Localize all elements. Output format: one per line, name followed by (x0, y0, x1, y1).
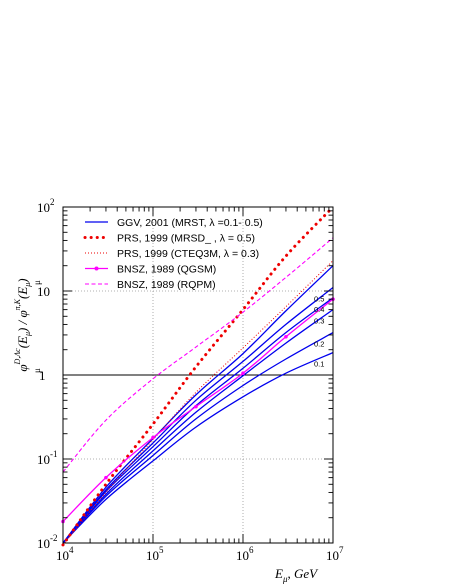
y-tick-label: 102 (37, 197, 55, 215)
series-1-curve-0 (61, 205, 335, 547)
x-tick-label: 107 (326, 545, 344, 563)
x-axis-title-unit: , (287, 566, 294, 581)
y-tick-label-exp: -1 (50, 449, 58, 459)
legend-label-4: BNSZ, 1989 (RQPM) (117, 279, 216, 291)
x-tick-label-exp: 7 (339, 545, 344, 555)
x-tick-label-base: 10 (236, 548, 249, 563)
y-axis-title-slash: / φ (15, 310, 30, 327)
y-axis-title-mu-sub: μ (32, 368, 42, 373)
series-3-point (151, 435, 155, 440)
curve-label-0.3: 0.3 (314, 317, 324, 326)
x-axis-title: Eμ, GeV (274, 566, 319, 584)
curve-labels: 0.1 0.2 0.3 0.40.5 (314, 295, 324, 369)
legend-label-0: GGV, 2001 (MRST, λ =0.1- 0.5) (117, 217, 263, 229)
y-axis-title-arg1: (E (15, 336, 30, 348)
series-3-point (241, 371, 245, 376)
series-0-curve-1 (62, 332, 334, 544)
curve-label-0.4: 0.4 (314, 305, 324, 314)
y-tick-label-base: 10 (37, 284, 50, 299)
y-tick-label-exp: 2 (50, 197, 55, 207)
y-tick-label-base: 10 (37, 536, 50, 551)
series-0-curve-3 (62, 297, 334, 544)
y-tick-label: 10-1 (37, 449, 58, 467)
x-tick-label: 106 (236, 545, 254, 563)
x-axis-title-sub: μ (282, 574, 288, 584)
curve-label-0.5: 0.5 (314, 295, 324, 304)
y-tick-label-exp: -2 (50, 533, 58, 543)
x-tick-label-exp: 5 (159, 545, 164, 555)
y-axis-title-mu-sub2: μ (32, 280, 42, 285)
series-0-curve-0 (62, 352, 334, 544)
x-axis-title-gev: GeV (294, 566, 319, 581)
y-tick-label: 10-2 (37, 533, 58, 551)
y-axis-title-close1: ) (15, 328, 30, 333)
y-axis-title-phi1: φ (15, 364, 30, 371)
curve-label-0.2: 0.2 (314, 340, 324, 349)
x-tick-label-base: 10 (326, 548, 339, 563)
curve-label-0.1: 0.1 (314, 360, 324, 369)
series-group (61, 205, 335, 547)
legend-label-2: PRS, 1999 (CTEQ3M, λ = 0.3) (117, 248, 259, 260)
series-0-curve-2 (62, 309, 334, 544)
tick-marks (62, 207, 333, 544)
y-tick-label: 1 (39, 368, 46, 383)
series-0-curve-4 (62, 286, 334, 544)
x-tick-label-base: 10 (56, 548, 69, 563)
x-tick-label: 105 (146, 545, 164, 563)
series-0-curve-5 (62, 265, 334, 544)
x-tick-label: 104 (56, 545, 74, 563)
y-tick-label-base: 10 (37, 452, 50, 467)
y-axis-title-close2: ) (15, 278, 30, 283)
series-3-point (284, 334, 288, 339)
y-axis-title-sup2: π,K (13, 298, 22, 310)
x-tick-label-exp: 4 (69, 545, 74, 555)
legend: GGV, 2001 (MRST, λ =0.1- 0.5) PRS, 1999 (… (83, 217, 263, 291)
y-axis-title-sub2: μ (23, 283, 32, 288)
x-tick-label-base: 10 (146, 548, 159, 563)
legend-swatch-dot-3 (94, 266, 99, 271)
series-3-point (194, 404, 198, 409)
y-axis-title-sup1: D,Λc (13, 348, 22, 366)
y-axis-title: φD,Λc(Eμ) / φπ,K(Eμ) μ μ (13, 278, 42, 373)
x-axis-title-e: E (274, 566, 283, 581)
y-tick-label: 10 (37, 284, 50, 299)
legend-label-3: BNSZ, 1989 (QGSM) (117, 264, 216, 276)
y-tick-label-base: 10 (37, 200, 50, 215)
x-tick-labels: 104 105 106 107 (56, 545, 344, 563)
y-axis-title-sub1: μ (23, 332, 32, 337)
y-axis-title-arg2: (E (15, 287, 30, 299)
series-3-point (104, 475, 108, 480)
x-tick-label-exp: 6 (249, 545, 254, 555)
series-4-curve-0 (62, 237, 334, 473)
legend-label-1: PRS, 1999 (MRSD_ , λ = 0.5) (117, 233, 255, 245)
y-tick-label-base: 1 (39, 368, 46, 383)
y-axis-title-text: φD,Λc(Eμ) / φπ,K(Eμ) (13, 278, 32, 371)
